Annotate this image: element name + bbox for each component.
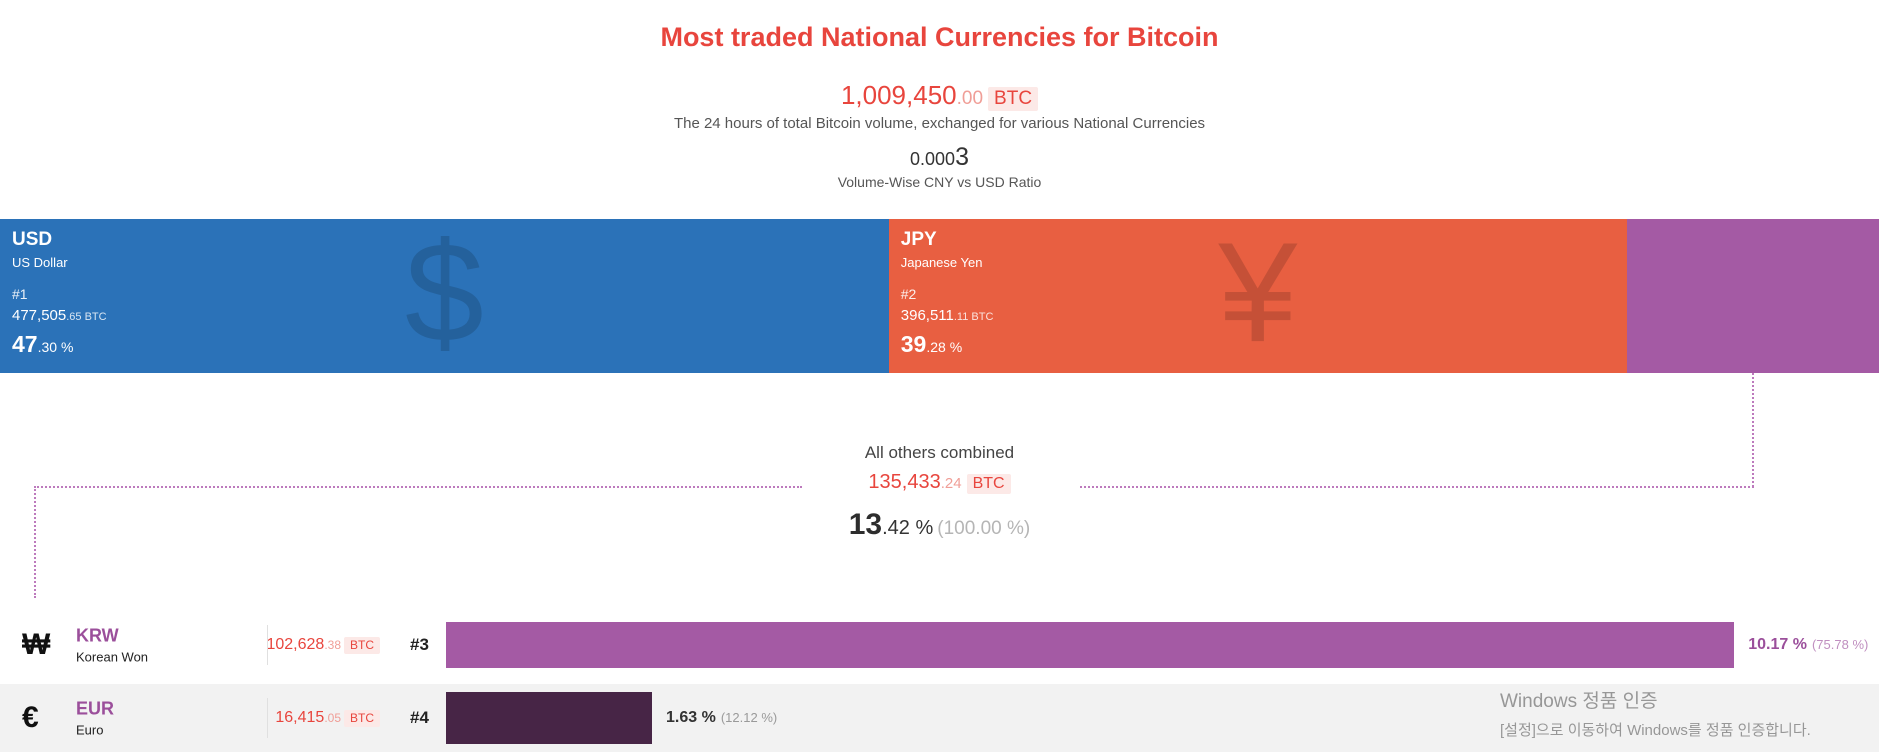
euro-symbol-icon: € (22, 701, 39, 734)
cny-usd-ratio-label: Volume-Wise CNY vs USD Ratio (837, 174, 1042, 190)
others-combined-label: All others combined (864, 443, 1015, 462)
yen-watermark-icon: ¥ (1218, 219, 1298, 373)
row-divider (267, 625, 268, 665)
others-btc-int: 135,433 (868, 471, 941, 493)
total-volume-int: 1,009,450 (840, 80, 957, 110)
others-percent-rest: .42 % (882, 517, 934, 539)
bar-segment-jpy[interactable]: ¥ JPY Japanese Yen #2 396,511.11 BTC 39.… (888, 219, 1627, 373)
krw-volume-bar[interactable] (446, 622, 1735, 668)
others-connector-right-horizontal (1080, 486, 1754, 488)
krw-name: Korean Won (76, 649, 149, 665)
ratio-lead: 0.000 (910, 149, 956, 169)
eur-btc-volume: 16,415.05 BTC (240, 709, 380, 727)
volume-stacked-bar: $ USD US Dollar #1 477,505.65 BTC 47.30 … (0, 219, 1879, 373)
usd-percent: 47.30 % (12, 331, 74, 357)
won-symbol-icon: ₩ (22, 628, 51, 661)
btc-unit-badge: BTC (344, 637, 380, 654)
jpy-code: JPY (900, 229, 937, 250)
btc-unit-badge: BTC (988, 87, 1039, 111)
others-btc-volume: 135,433.24 BTC (0, 471, 1879, 494)
windows-activation-watermark: Windows 정품 인증 [설정]으로 이동하여 Windows를 정품 인증… (1500, 686, 1811, 740)
others-percent-int: 13 (848, 508, 883, 541)
total-volume: 1,009,450.00 BTC (0, 80, 1879, 111)
jpy-segment-info: JPY Japanese Yen #2 396,511.11 BTC 39.28… (901, 229, 994, 358)
eur-code: EUR (76, 698, 115, 719)
currency-row-krw[interactable]: ₩ KRW Korean Won 102,628.38 BTC #3 10.17 … (0, 614, 1879, 676)
usd-code: USD (12, 229, 53, 250)
usd-btc-volume: 477,505.65 BTC (12, 307, 107, 324)
others-connector-right-vertical (1752, 373, 1754, 487)
eur-identity: EUR Euro (76, 699, 114, 738)
krw-btc-volume: 102,628.38 BTC (240, 636, 380, 654)
eur-percent: 1.63 % (12.12 %) (666, 709, 778, 726)
usd-segment-info: USD US Dollar #1 477,505.65 BTC 47.30 % (12, 229, 107, 358)
bar-segment-others[interactable] (1626, 219, 1879, 373)
total-volume-dec: .00 (956, 88, 984, 109)
others-percent-relative: (100.00 %) (937, 518, 1031, 539)
others-connector-left-vertical (34, 486, 36, 598)
windows-activation-line2: [설정]으로 이동하여 Windows를 정품 인증합니다. (1500, 722, 1811, 739)
bar-segment-usd[interactable]: $ USD US Dollar #1 477,505.65 BTC 47.30 … (0, 219, 889, 373)
usd-rank: #1 (12, 286, 28, 302)
btc-unit-badge: BTC (344, 710, 380, 727)
total-volume-subtitle: The 24 hours of total Bitcoin volume, ex… (673, 115, 1206, 132)
eur-rank: #4 (410, 708, 429, 727)
jpy-percent: 39.28 % (900, 331, 963, 357)
krw-rank: #3 (410, 635, 429, 654)
others-percent: 13.42 % (100.00 %) (0, 508, 1879, 542)
currency-row-eur[interactable]: € EUR Euro 16,415.05 BTC #4 1.63 % (12.12 … (0, 684, 1879, 752)
others-btc-dec: .24 (940, 475, 962, 492)
jpy-name: Japanese Yen (900, 255, 983, 270)
row-divider (267, 698, 268, 738)
eur-bar-track: 1.63 % (12.12 %) (446, 692, 1879, 744)
krw-code: KRW (76, 625, 119, 646)
eur-name: Euro (76, 722, 104, 738)
btc-unit-badge: BTC (966, 474, 1011, 494)
jpy-rank: #2 (900, 286, 917, 302)
ratio-last-digit: 3 (955, 143, 969, 171)
jpy-btc-volume: 396,511.11 BTC (900, 307, 994, 324)
usd-name: US Dollar (12, 255, 68, 270)
others-connector-left-horizontal (34, 486, 802, 488)
krw-identity: KRW Korean Won (76, 626, 148, 665)
windows-activation-line1: Windows 정품 인증 (1500, 691, 1658, 712)
krw-percent: 10.17 % (75.78 %) (1748, 636, 1869, 653)
krw-bar-track: 10.17 % (75.78 %) (446, 622, 1879, 668)
page-title: Most traded National Currencies for Bitc… (660, 22, 1219, 52)
dollar-watermark-icon: $ (404, 219, 484, 373)
eur-volume-bar[interactable] (446, 692, 653, 744)
cny-usd-ratio-value: 0.0003 (0, 143, 1879, 172)
